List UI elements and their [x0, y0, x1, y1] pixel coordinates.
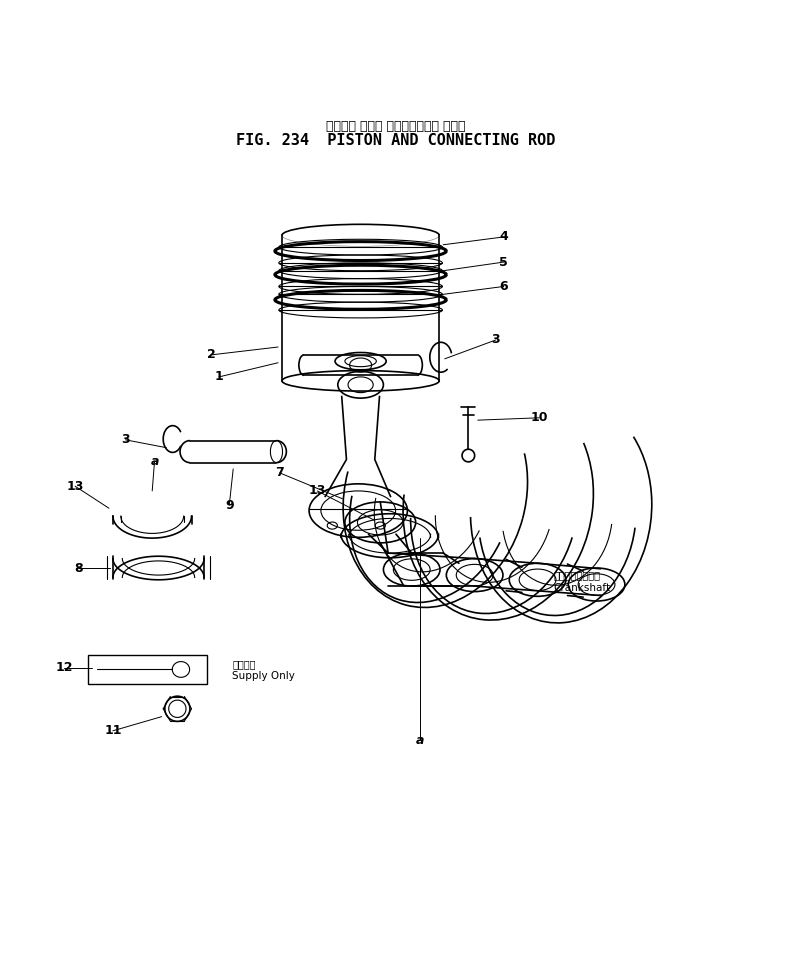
Text: ピストン および コネクティング ロッド: ピストン および コネクティング ロッド	[326, 121, 466, 133]
Text: 6: 6	[500, 280, 508, 293]
Text: a: a	[150, 455, 158, 468]
Text: 13: 13	[67, 480, 84, 493]
Text: 12: 12	[55, 661, 73, 674]
Text: 1: 1	[215, 370, 223, 384]
Text: 9: 9	[225, 499, 234, 511]
Text: 4: 4	[500, 231, 508, 244]
Text: 11: 11	[104, 725, 122, 737]
Text: 3: 3	[492, 333, 501, 347]
Text: クランクシャフト: クランクシャフト	[554, 570, 600, 581]
Text: 8: 8	[74, 561, 82, 575]
Text: FIG. 234  PISTON AND CONNECTING ROD: FIG. 234 PISTON AND CONNECTING ROD	[236, 133, 556, 148]
Text: 補修部用: 補修部用	[232, 659, 256, 669]
Text: 10: 10	[531, 411, 548, 425]
Text: 2: 2	[207, 349, 215, 361]
Bar	[88, 656, 208, 684]
Text: 7: 7	[276, 467, 284, 479]
Text: 13: 13	[309, 484, 326, 498]
Text: 3: 3	[121, 433, 130, 446]
Text: 5: 5	[500, 255, 508, 269]
Text: Crankshaft: Crankshaft	[554, 582, 611, 592]
Text: Supply Only: Supply Only	[232, 671, 295, 681]
Text: a: a	[416, 733, 424, 747]
